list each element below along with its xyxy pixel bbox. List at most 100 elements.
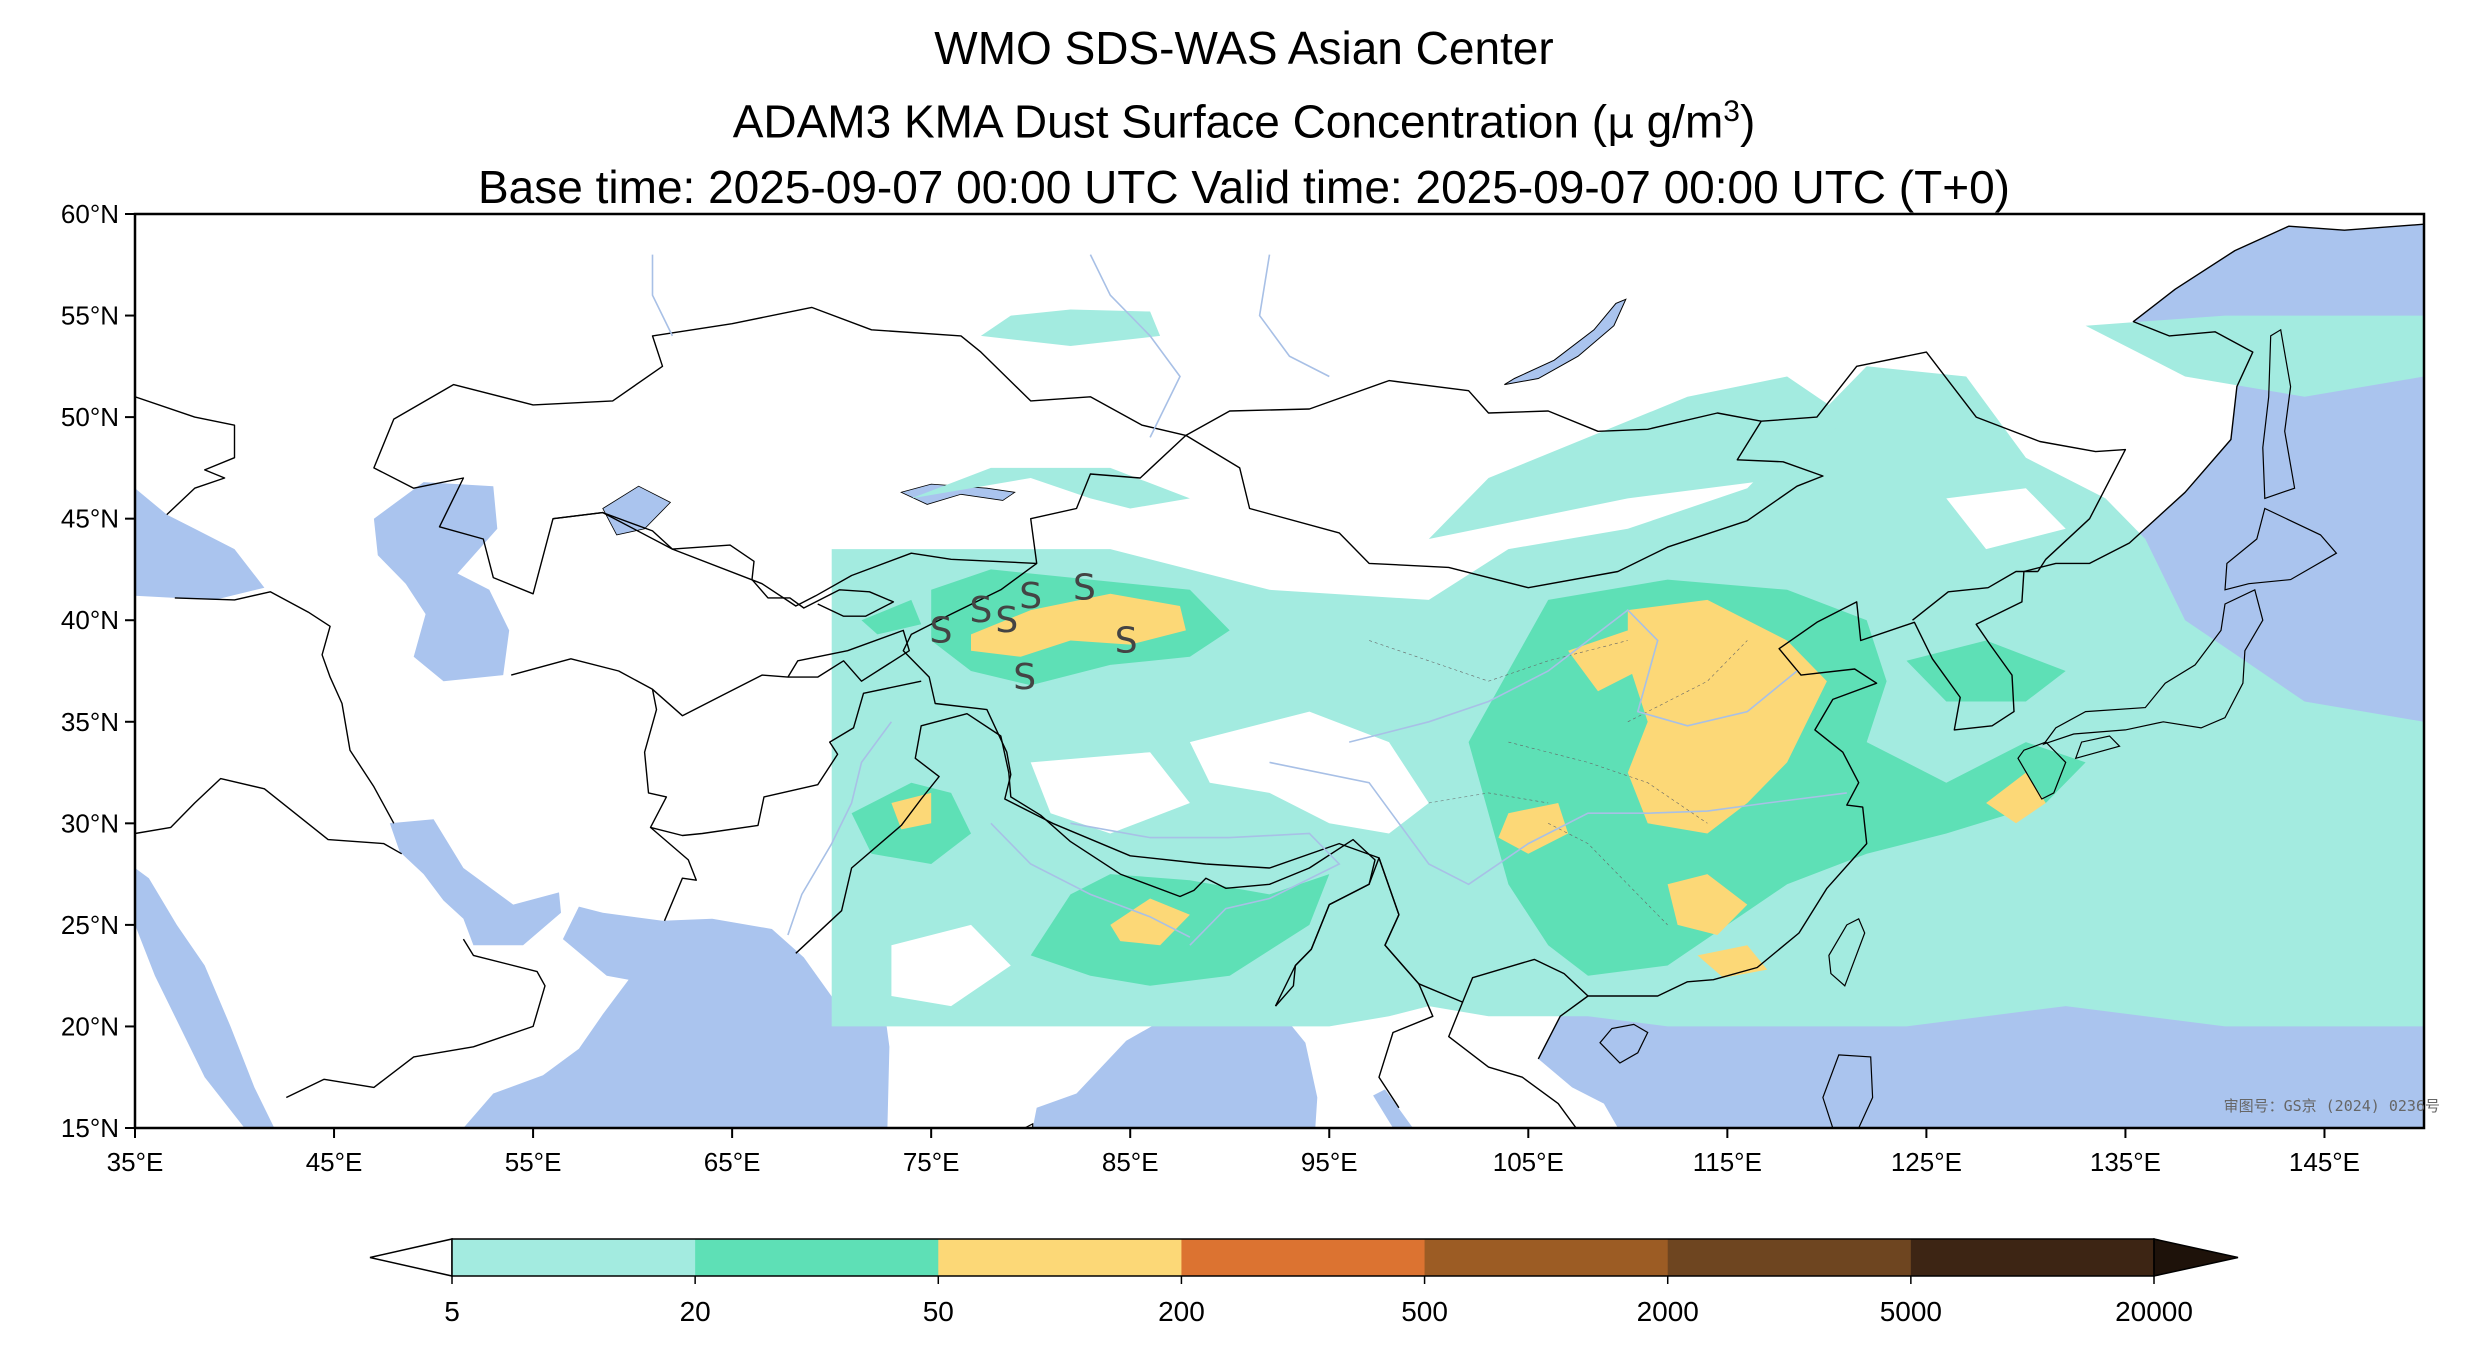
- lake-baikal: [1504, 298, 1627, 386]
- iran-iraq-turkey: [174, 591, 395, 824]
- lat-tick-label: 55°N: [61, 301, 119, 331]
- colorbar-label: 20: [680, 1296, 711, 1327]
- dust-50-200-area: [1498, 803, 1569, 854]
- sakhalin: [2262, 328, 2296, 500]
- chart-title: WMO SDS-WAS Asian Center: [934, 22, 1554, 74]
- lon-tick-label: 145°E: [2289, 1147, 2360, 1177]
- sri-lanka-strip: [1024, 1122, 1034, 1128]
- clear-air-area: [1946, 488, 2066, 550]
- indochina-borders: [1447, 1001, 1577, 1128]
- dust-50-200-area: [1986, 772, 2046, 824]
- river: [1070, 822, 1341, 946]
- dust-storm-symbol: S: [969, 590, 992, 631]
- lon-tick-label: 135°E: [2090, 1147, 2161, 1177]
- dust-50-200-area: [971, 593, 1186, 657]
- province-boundary: [1627, 640, 1748, 723]
- afghanistan-iran: [643, 680, 922, 837]
- lon-tick-label: 125°E: [1891, 1147, 1962, 1177]
- lon-tick-label: 35°E: [107, 1147, 164, 1177]
- time-line: Base time: 2025-09-07 00:00 UTC Valid ti…: [478, 161, 2010, 214]
- japan-kyushu: [2017, 741, 2067, 800]
- colorbar-segment: [1181, 1239, 1426, 1276]
- lat-tick-label: 60°N: [61, 199, 119, 229]
- dust-50-200-area: [1667, 874, 1748, 935]
- pakistan-border: [650, 826, 697, 922]
- colorbar-high-extend: [2153, 1238, 2239, 1277]
- lake-balkhash: [900, 483, 1016, 505]
- lon-tick-label: 75°E: [903, 1147, 960, 1177]
- dust-storm-symbol: S: [1013, 657, 1036, 698]
- lat-tick-label: 20°N: [61, 1011, 119, 1041]
- luzon: [1822, 1054, 1874, 1128]
- black-sea: [135, 488, 265, 600]
- myanmar-border: [1274, 857, 1434, 1109]
- lon-tick-label: 105°E: [1493, 1147, 1564, 1177]
- dust-50-200-area: [1110, 898, 1190, 946]
- river: [651, 254, 674, 337]
- dust-storm-symbol: S: [995, 600, 1018, 641]
- province-boundary: [1548, 823, 1668, 926]
- lon-tick-label: 115°E: [1693, 1147, 1762, 1177]
- colorbar-low-extend: [369, 1238, 453, 1277]
- chart-subtitle: ADAM3 KMA Dust Surface Concentration (μ …: [0, 80, 2488, 155]
- river: [990, 822, 1191, 938]
- lon-tick-label: 55°E: [505, 1147, 562, 1177]
- coastline-layer: [135, 223, 2424, 1128]
- lat-tick-label: 30°N: [61, 808, 119, 838]
- dust-5-20-area: [980, 309, 1161, 346]
- lat-tick-label: 40°N: [61, 605, 119, 635]
- taiwan: [1828, 917, 1866, 987]
- dust-storm-symbol: S: [1019, 576, 1042, 617]
- lon-tick-label: 85°E: [1102, 1147, 1159, 1177]
- caspian-sea: [373, 482, 510, 682]
- dust-symbol-layer: S S SS SSS: [930, 568, 1138, 698]
- dust-20-50-area: [861, 599, 922, 635]
- andaman-gulf: [1373, 1089, 1413, 1128]
- dust-concentration-layer: [831, 309, 2424, 1027]
- dust-storm-symbol: S: [1115, 621, 1138, 662]
- aral-sea: [602, 485, 672, 536]
- province-boundary: [1428, 792, 1549, 804]
- uzbek-kyrgyz: [552, 511, 895, 617]
- clear-air-area: [891, 924, 1011, 1007]
- mongolia-russia-border: [1185, 379, 1762, 437]
- subtitle-close: ): [1739, 95, 1756, 148]
- colorbar-label: 5000: [1880, 1296, 1942, 1327]
- province-boundary: [1508, 741, 1708, 824]
- dust-5-20-area: [911, 467, 1190, 509]
- title-block: WMO SDS-WAS Asian Center ADAM3 KMA Dust …: [0, 16, 2488, 219]
- axis-ticks: 35°E 45°E 55°E 65°E 75°E 85°E 95°E 105°E 115°E 12…: [61, 199, 2360, 1177]
- japan-shikoku: [2074, 735, 2121, 760]
- lon-tick-label: 45°E: [306, 1147, 363, 1177]
- province-boundary: [1369, 640, 1628, 682]
- clear-air-area: [1189, 711, 1429, 834]
- persian-gulf: [389, 819, 561, 946]
- lat-tick-label: 35°N: [61, 707, 119, 737]
- colorbar-frame: [451, 1238, 2155, 1277]
- colorbar-label: 5: [444, 1296, 460, 1327]
- river: [1349, 609, 1798, 743]
- china-mongolia-border: [1185, 351, 2127, 589]
- colorbar-label: 2000: [1637, 1296, 1699, 1327]
- approval-number: 审图号：GS京 (2024) 0236号: [2224, 1097, 2440, 1115]
- kazakhstan-border: [373, 306, 1187, 607]
- dust-storm-symbol: S: [1073, 568, 1096, 609]
- lon-tick-label: 95°E: [1301, 1147, 1358, 1177]
- lon-tick-label: 65°E: [704, 1147, 761, 1177]
- japan-hokkaido: [2224, 507, 2338, 591]
- subtitle-main: ADAM3 KMA Dust Surface Concentration (: [732, 95, 1608, 148]
- colorbar: 5 20 50 200 500 2000 5000 20000: [369, 1238, 2239, 1327]
- subtitle-sup: 3: [1723, 95, 1740, 128]
- map-area: S S SS SSS: [135, 214, 2424, 1128]
- map-frame: [133, 212, 2426, 1130]
- dust-storm-symbol: S: [930, 610, 953, 651]
- hainan: [1599, 1023, 1649, 1064]
- arabia-borders: [135, 777, 403, 855]
- colorbar-segment: [1667, 1239, 1912, 1276]
- colorbar-segment: [452, 1239, 696, 1276]
- lat-tick-label: 25°N: [61, 910, 119, 940]
- india-border: [795, 713, 1376, 1007]
- subtitle-unit: g/m: [1633, 95, 1724, 148]
- russia-west: [135, 396, 236, 516]
